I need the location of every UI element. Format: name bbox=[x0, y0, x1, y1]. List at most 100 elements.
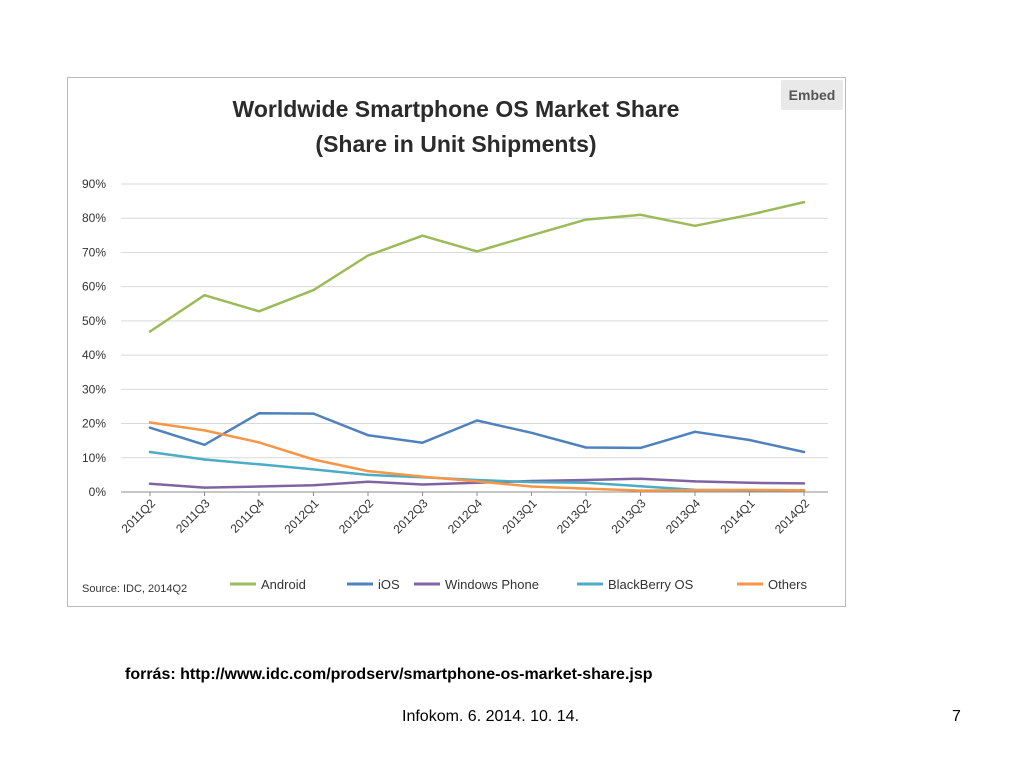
data-point-others bbox=[748, 488, 751, 492]
data-point-windows-phone bbox=[584, 478, 588, 482]
y-tick-label: 0% bbox=[89, 485, 107, 499]
series-line-android bbox=[148, 200, 806, 333]
data-point-android bbox=[530, 234, 533, 237]
data-point-android bbox=[366, 254, 370, 257]
data-point-android bbox=[748, 213, 751, 216]
data-point-android bbox=[693, 224, 697, 227]
legend-label: iOS bbox=[378, 577, 400, 592]
y-tick-label: 60% bbox=[82, 280, 106, 294]
data-point-windows-phone bbox=[693, 480, 697, 483]
chart-subtitle: (Share in Unit Shipments) bbox=[315, 131, 596, 157]
y-tick-label: 40% bbox=[82, 348, 106, 362]
data-point-windows-phone bbox=[639, 477, 642, 480]
y-tick-label: 10% bbox=[82, 451, 106, 465]
data-point-android bbox=[475, 250, 479, 253]
embed-button[interactable]: Embed bbox=[781, 80, 843, 110]
legend-label: BlackBerry OS bbox=[608, 577, 694, 592]
x-axis: 2011Q2 2011Q3 2011Q4 2012Q1 2012Q2 2012Q3 2012… bbox=[119, 491, 828, 536]
data-point-windows-phone bbox=[203, 486, 206, 489]
x-tick-label: 2011Q4 bbox=[228, 496, 268, 536]
x-tick-label: 2013Q2 bbox=[554, 496, 594, 536]
data-point-others bbox=[312, 458, 315, 461]
x-tick-label: 2011Q2 bbox=[119, 496, 159, 536]
data-point-android bbox=[584, 218, 588, 221]
y-tick-label: 80% bbox=[82, 211, 106, 225]
y-axis: 0% 10% 20% 30% 40% 50% 60% 70% 80% 90% bbox=[82, 177, 106, 499]
grid-lines bbox=[121, 183, 828, 493]
data-point-blackberry-os bbox=[257, 463, 261, 466]
data-point-ios bbox=[421, 441, 424, 444]
data-point-ios bbox=[257, 412, 261, 415]
data-point-others bbox=[366, 469, 370, 473]
x-tick-label: 2013Q3 bbox=[609, 496, 649, 536]
legend-label: Windows Phone bbox=[445, 577, 539, 592]
data-point-windows-phone bbox=[312, 483, 315, 487]
data-point-blackberry-os bbox=[312, 468, 315, 471]
series-line-ios bbox=[148, 412, 806, 454]
legend: Android iOS Windows Phone BlackBerry OS Othe… bbox=[230, 577, 808, 592]
footer-text: Infokom. 6. 2014. 10. 14. bbox=[402, 708, 580, 725]
data-point-ios bbox=[203, 443, 206, 446]
source-note: Source: IDC, 2014Q2 bbox=[82, 583, 187, 595]
data-point-ios bbox=[693, 430, 697, 433]
data-point-blackberry-os bbox=[366, 473, 370, 477]
data-point-android bbox=[421, 234, 424, 237]
data-point-android bbox=[203, 294, 206, 297]
x-tick-label: 2013Q4 bbox=[663, 496, 703, 536]
data-point-ios bbox=[530, 431, 533, 434]
y-tick-label: 90% bbox=[82, 177, 106, 191]
data-point-windows-phone bbox=[366, 480, 370, 483]
data-point-blackberry-os bbox=[148, 450, 152, 454]
y-tick-label: 30% bbox=[82, 382, 106, 396]
chart-frame bbox=[67, 77, 846, 607]
legend-item-ios: iOS bbox=[347, 577, 400, 592]
x-tick-label: 2012Q3 bbox=[391, 496, 431, 536]
legend-item-android: Android bbox=[230, 577, 306, 592]
data-point-android bbox=[639, 213, 642, 216]
y-tick-label: 70% bbox=[82, 245, 106, 259]
legend-item-others: Others bbox=[737, 577, 808, 592]
y-tick-label: 50% bbox=[82, 314, 106, 328]
x-tick-label: 2011Q3 bbox=[173, 496, 213, 536]
data-point-ios bbox=[802, 450, 806, 454]
data-point-windows-phone bbox=[802, 482, 806, 485]
source-link[interactable]: forrás: http://www.idc.com/prodserv/smar… bbox=[125, 666, 653, 683]
data-point-ios bbox=[639, 446, 642, 450]
x-tick-label: 2014Q1 bbox=[718, 496, 758, 536]
data-point-others bbox=[802, 489, 806, 492]
data-point-others bbox=[203, 429, 206, 432]
data-point-android bbox=[802, 200, 806, 204]
data-point-android bbox=[148, 330, 152, 333]
data-point-windows-phone bbox=[748, 481, 751, 484]
x-tick-label: 2014Q2 bbox=[772, 496, 812, 536]
data-point-others bbox=[257, 441, 261, 444]
data-point-others bbox=[475, 480, 479, 483]
data-point-blackberry-os bbox=[584, 481, 588, 484]
chart-title: Worldwide Smartphone OS Market Share bbox=[233, 96, 680, 122]
data-point-ios bbox=[312, 412, 315, 415]
legend-item-blackberry-os: BlackBerry OS bbox=[577, 577, 694, 592]
legend-label: Others bbox=[768, 577, 808, 592]
data-point-windows-phone bbox=[257, 485, 261, 488]
legend-label: Android bbox=[261, 577, 306, 592]
page-number: 7 bbox=[952, 708, 961, 725]
data-point-ios bbox=[748, 438, 751, 442]
x-tick-label: 2013Q1 bbox=[500, 496, 540, 536]
y-tick-label: 20% bbox=[82, 417, 106, 431]
data-point-others bbox=[148, 421, 152, 424]
legend-item-windows-phone: Windows Phone bbox=[414, 577, 539, 592]
series-lines bbox=[148, 200, 806, 492]
data-point-others bbox=[530, 485, 533, 488]
data-point-ios bbox=[366, 433, 370, 437]
data-point-ios bbox=[148, 426, 152, 429]
data-point-blackberry-os bbox=[203, 458, 206, 461]
data-point-others bbox=[639, 489, 642, 492]
data-point-ios bbox=[475, 419, 479, 422]
data-point-ios bbox=[584, 446, 588, 449]
data-point-others bbox=[421, 475, 424, 478]
x-tick-label: 2012Q2 bbox=[336, 496, 376, 536]
data-point-others bbox=[693, 489, 697, 492]
data-point-blackberry-os bbox=[639, 484, 642, 488]
data-point-android bbox=[312, 288, 315, 292]
